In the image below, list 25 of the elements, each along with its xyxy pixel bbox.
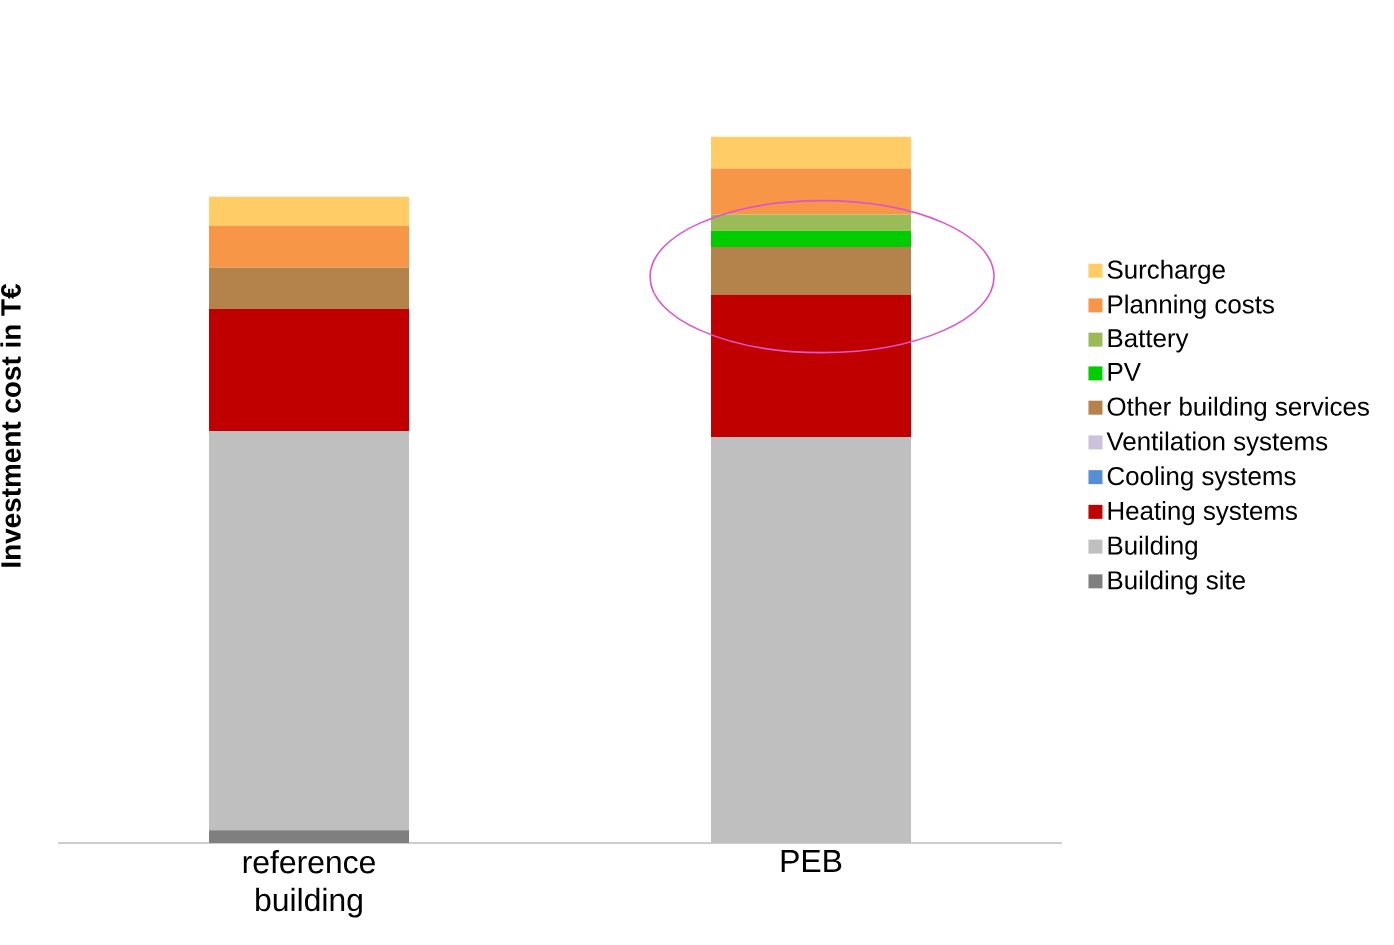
legend-label: Heating systems bbox=[1108, 500, 1297, 526]
x-tick-label: reference building bbox=[243, 850, 375, 918]
bar bbox=[209, 225, 410, 268]
legend-label: Ventilation systems bbox=[1106, 431, 1328, 456]
bar bbox=[711, 246, 912, 295]
bar bbox=[209, 267, 410, 310]
bar bbox=[209, 309, 410, 432]
legend-label: Battery bbox=[1108, 329, 1189, 353]
legend-label: Building bbox=[1108, 535, 1197, 560]
x-tick-label: PEB bbox=[781, 850, 842, 872]
bar bbox=[711, 168, 912, 215]
legend-label: PV bbox=[1108, 363, 1141, 381]
bar bbox=[711, 136, 912, 169]
legend-label: Other building services bbox=[1107, 396, 1369, 421]
legend-label: Planning costs bbox=[1108, 294, 1274, 319]
bar bbox=[711, 230, 912, 247]
bar bbox=[209, 431, 410, 831]
legend-label: Surcharge bbox=[1107, 259, 1225, 284]
legend-label: Building site bbox=[1108, 570, 1245, 595]
bar bbox=[711, 214, 912, 231]
bar bbox=[711, 436, 912, 843]
bar bbox=[711, 295, 912, 437]
y-axis-title: Investment cost in T€ bbox=[0, 283, 21, 567]
bar bbox=[209, 196, 410, 226]
legend-label: Cooling systems bbox=[1107, 466, 1296, 491]
